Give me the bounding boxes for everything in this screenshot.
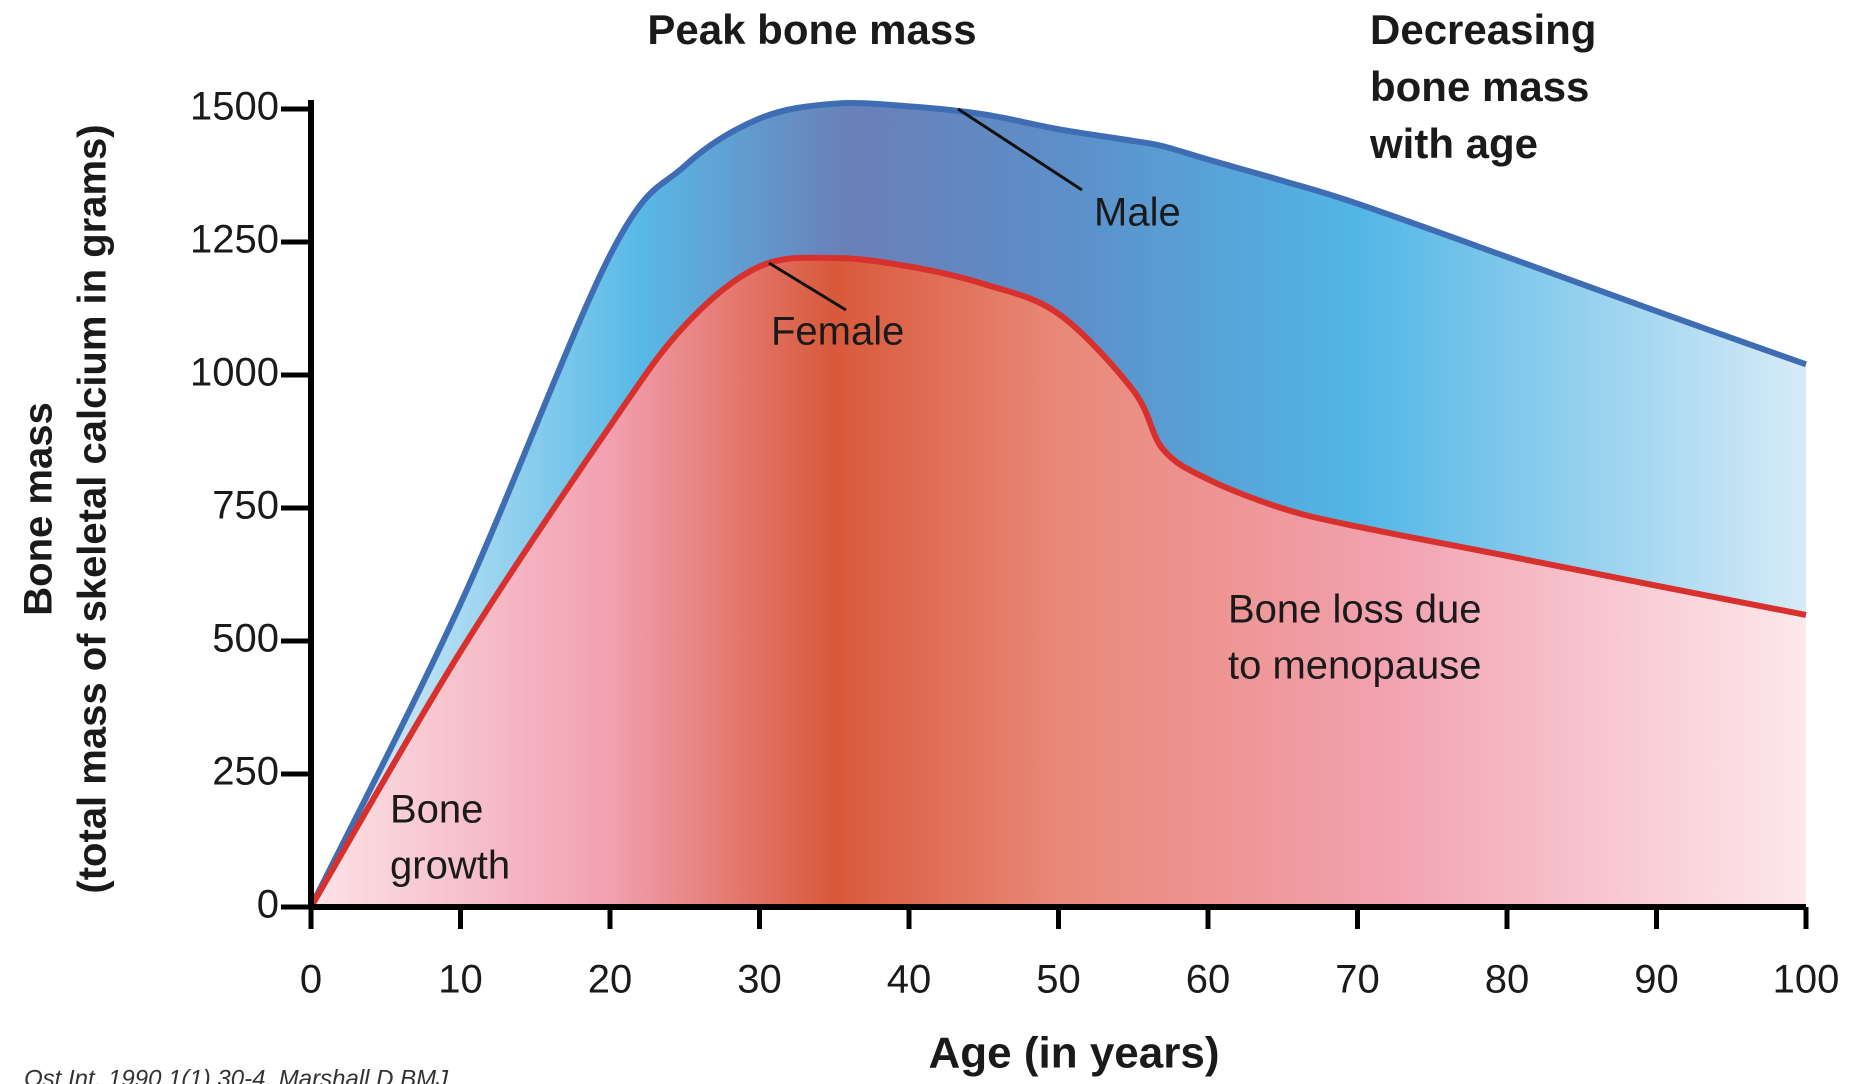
line (308, 99, 1808, 909)
x-tick-label: 10 (438, 958, 483, 1002)
x-tick-label: 70 (1335, 958, 1380, 1002)
decreasing-label: bone mass (1370, 63, 1589, 110)
x-tick-label: 100 (1773, 958, 1840, 1002)
y-axis-label-line: Bone mass (17, 402, 61, 615)
growth-label: growth (390, 844, 510, 888)
male-leader (957, 107, 1083, 192)
peak-label: Peak bone mass (647, 6, 976, 53)
lines (308, 99, 1808, 909)
decreasing-label: Decreasing (1370, 6, 1596, 53)
x-tick-label: 30 (737, 958, 782, 1002)
growth-label: Bone (390, 788, 483, 832)
x-tick-label: 80 (1485, 958, 1530, 1002)
x-tick-label: 60 (1186, 958, 1231, 1002)
y-tick-label: 1000 (190, 351, 279, 395)
x-tick-label: 20 (588, 958, 633, 1002)
areas (311, 102, 1806, 908)
male-label: Male (1094, 191, 1181, 235)
y-tick-label: 750 (212, 484, 279, 528)
loss-label: to menopause (1228, 644, 1482, 688)
female-leader (768, 261, 847, 312)
y-tick-label: 0 (257, 883, 279, 927)
y-axis-label-line: (total mass of skeletal calcium in grams… (71, 124, 115, 893)
x-tick-label: 90 (1634, 958, 1679, 1002)
loss-label: Bone loss due (1228, 588, 1482, 632)
x-tick-label: 40 (887, 958, 932, 1002)
x-tick-label: 0 (300, 958, 322, 1002)
source-note: Ost Int. 1990 1(1) 30-4. Marshall D BMJ (24, 1065, 449, 1084)
y-axis-label: Bone mass (total mass of skeletal calciu… (17, 124, 115, 893)
decreasing-label: with age (1369, 120, 1538, 167)
y-tick-label: 1500 (190, 85, 279, 129)
x-axis-label: Age (in years) (929, 1029, 1220, 1078)
y-tick-label: 1250 (190, 218, 279, 262)
x-tick-label: 50 (1036, 958, 1081, 1002)
area-fill (311, 257, 1806, 908)
line (308, 254, 1807, 909)
y-tick-label: 250 (212, 750, 279, 794)
y-tick-label: 500 (212, 617, 279, 661)
female-label: Female (771, 310, 904, 354)
